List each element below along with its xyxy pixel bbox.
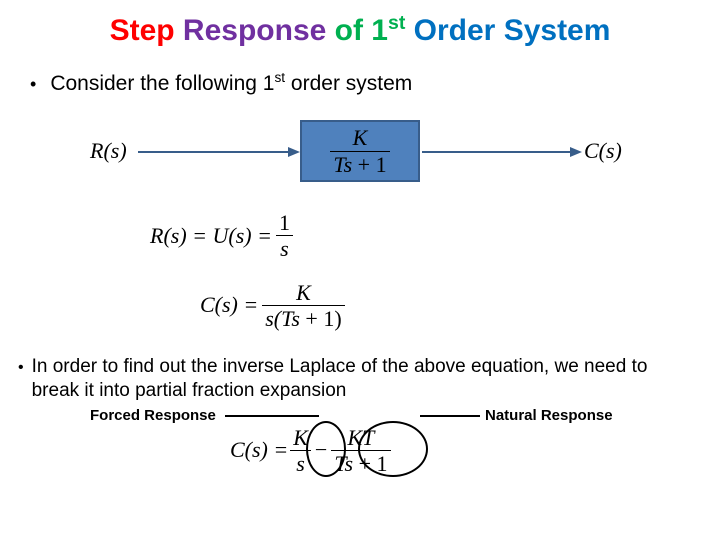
bullet-1-pre: Consider the following 1 — [50, 72, 274, 95]
bullet-dot: • — [30, 74, 36, 95]
title-sup: st — [388, 12, 405, 34]
eq3-term2: KT Ts + 1 — [331, 425, 390, 477]
eq2-frac: K s(Ts + 1) — [262, 280, 344, 332]
eq3-term1: K s — [290, 425, 311, 477]
slide-title: Step Response of 1st Order System — [0, 0, 720, 48]
forced-response-label: Forced Response — [90, 407, 216, 424]
eq3-minus: − — [315, 437, 327, 463]
equation-partial-fraction: C(s) = K s − KT Ts + 1 — [230, 425, 393, 477]
output-arrow-head — [570, 147, 582, 157]
eq3-t1-den: s — [293, 451, 308, 476]
title-word-1: Step — [110, 14, 175, 47]
bullet-2-text: In order to find out the inverse Laplace… — [32, 355, 692, 403]
transfer-function-box: K Ts + 1 — [300, 120, 420, 182]
input-label: R(s) — [90, 138, 127, 164]
title-word-2: Response — [175, 14, 327, 47]
title-word-4: Order System — [405, 14, 610, 47]
equation-rs: R(s) = U(s) = 1 s — [150, 210, 720, 262]
tf-num: K — [350, 125, 371, 150]
eq1-frac: 1 s — [276, 210, 293, 262]
bullet-1-sup: st — [274, 70, 285, 85]
block-diagram: R(s) K Ts + 1 C(s) — [90, 110, 630, 200]
input-arrow-head — [288, 147, 300, 157]
title-word-3: of 1 — [326, 14, 388, 47]
bullet-1-post: order system — [285, 72, 412, 95]
bullet-1: • Consider the following 1st order syste… — [0, 70, 720, 96]
output-label: C(s) — [584, 138, 622, 164]
eq1-lhs: R(s) = U(s) = — [150, 223, 272, 249]
eq1-num: 1 — [276, 210, 293, 235]
eq3-t1-num: K — [290, 425, 311, 450]
eq2-den: s(Ts + 1) — [262, 306, 344, 331]
forced-callout-line — [225, 415, 319, 417]
eq3-t2-den: Ts + 1 — [331, 451, 390, 476]
eq1-den: s — [277, 236, 292, 261]
eq3-lhs: C(s) = — [230, 437, 288, 463]
eq2-num: K — [293, 280, 314, 305]
tf-den: Ts + 1 — [330, 152, 389, 177]
output-arrow-line — [422, 151, 570, 153]
natural-response-label: Natural Response — [485, 407, 613, 424]
annotation-row: Forced Response Natural Response C(s) = … — [0, 407, 720, 487]
eq2-lhs: C(s) = — [200, 292, 258, 318]
eq3-t2-num: KT — [344, 425, 377, 450]
bullet-1-text: Consider the following 1st order system — [50, 70, 412, 96]
natural-callout-line — [420, 415, 480, 417]
bullet-2: • In order to find out the inverse Lapla… — [0, 355, 720, 403]
tf-fraction: K Ts + 1 — [330, 125, 389, 177]
equation-cs: C(s) = K s(Ts + 1) — [200, 280, 720, 332]
input-arrow-line — [138, 151, 288, 153]
bullet-dot-2: • — [18, 358, 24, 378]
